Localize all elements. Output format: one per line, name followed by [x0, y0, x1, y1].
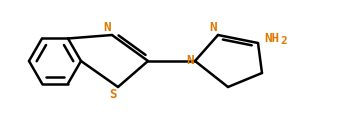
Text: S: S	[109, 88, 117, 101]
Text: N: N	[104, 21, 111, 34]
Text: NH: NH	[264, 32, 279, 46]
Text: N: N	[187, 54, 194, 68]
Text: 2: 2	[280, 36, 287, 46]
Text: N: N	[209, 21, 217, 34]
